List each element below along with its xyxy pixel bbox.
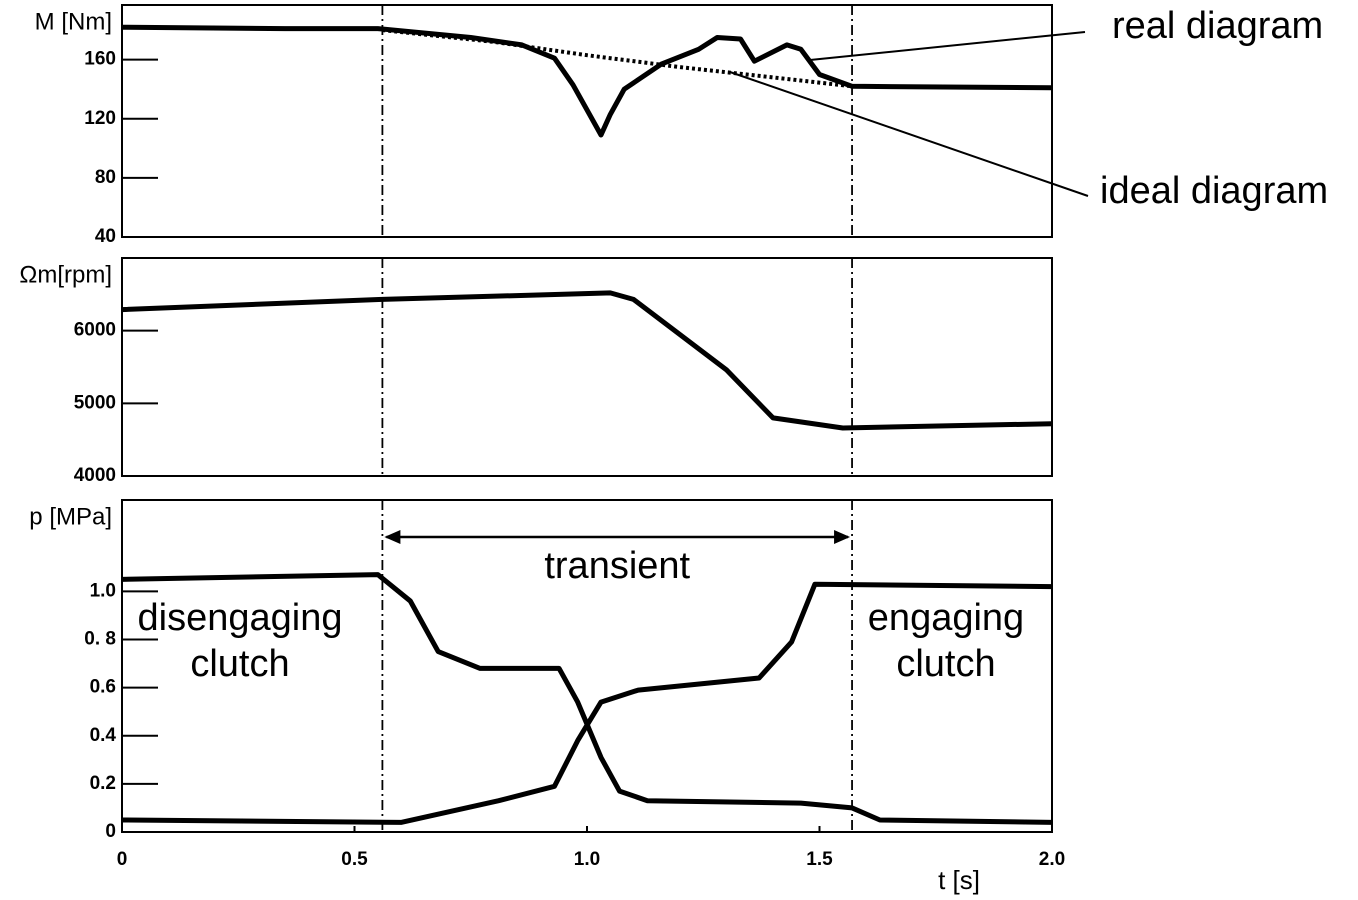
y-tick-label: 120 [84,108,116,129]
x-axis-label: t [s] [938,865,980,895]
x-tick-label: 0 [117,849,128,870]
x-tick-label: 2.0 [1039,849,1065,870]
y-tick-label: 0 [105,821,116,842]
y-tick-label: 5000 [74,392,116,413]
y-axis-label: p [MPa] [29,503,112,530]
data-line [121,572,1053,825]
plot-frame [121,257,1053,477]
series-label: real diagram [1112,5,1323,47]
y-tick-label: 0.2 [90,773,116,794]
annotation: clutch [896,643,995,685]
y-tick-label: 40 [95,226,116,247]
y-tick-label: 4000 [74,465,116,486]
annotation: clutch [190,643,289,685]
arrow-head [384,530,401,544]
y-tick-label: 0.4 [90,725,117,746]
y-tick-label: 6000 [74,320,116,341]
data-line [121,581,1053,825]
y-axis-label: Ωm[rpm] [19,261,112,288]
leader-line [809,31,1086,61]
x-tick-label: 1.5 [806,849,833,870]
data-line [121,290,1053,431]
x-tick-label: 0.5 [341,849,368,870]
arrow-head [834,530,851,544]
y-tick-label: 160 [84,49,116,70]
plot-frame [121,4,1053,238]
series-label: ideal diagram [1100,170,1328,212]
y-axis-label: M [Nm] [35,8,112,35]
annotation: transient [544,545,690,587]
data-line [121,24,1053,138]
annotation: disengaging [138,597,343,639]
y-tick-label: 0. 8 [84,629,116,650]
leader-line [729,71,1089,197]
y-tick-label: 80 [95,167,116,188]
x-tick-label: 1.0 [574,849,600,870]
data-line [382,28,853,89]
y-tick-label: 1.0 [90,580,116,601]
annotation: engaging [868,597,1024,639]
y-tick-label: 0.6 [90,677,116,698]
